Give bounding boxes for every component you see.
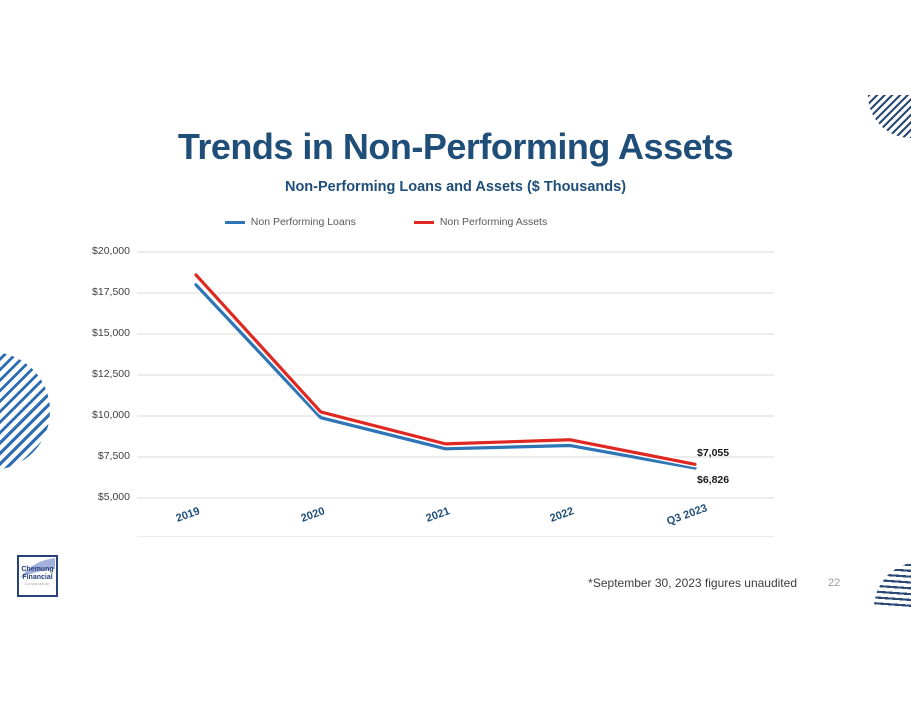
series-line-halo xyxy=(193,271,698,468)
y-axis-tick-label: $7,500 xyxy=(97,450,130,462)
footnote: *September 30, 2023 figures unaudited xyxy=(588,576,797,590)
slide-title: Trends in Non-Performing Assets xyxy=(177,126,734,167)
y-axis-tick-label: $5,000 xyxy=(97,491,130,503)
logo-text-line2: Financial xyxy=(22,574,53,581)
legend-label: Non Performing Loans xyxy=(250,216,356,228)
y-axis-tick-label: $20,000 xyxy=(92,245,130,257)
logo-text-line1: Chemung xyxy=(21,566,54,573)
legend-swatch xyxy=(224,220,245,224)
y-axis-tick-label: $15,000 xyxy=(92,327,130,339)
series-line-loans xyxy=(194,283,697,470)
series-line-assets xyxy=(194,273,697,466)
y-axis-tick-label: $17,500 xyxy=(92,286,130,298)
legend-label: Non Performing Assets xyxy=(439,216,548,228)
data-label: $6,826 xyxy=(697,474,730,487)
chart-title: Non-Performing Loans and Assets ($ Thous… xyxy=(284,179,627,195)
legend-item: Non Performing Assets xyxy=(413,216,548,228)
legend-item: Non Performing Loans xyxy=(224,216,356,228)
company-logo: Chemung Financial Corporation xyxy=(17,555,58,597)
y-axis-tick-label: $12,500 xyxy=(92,368,130,380)
page-number: 22 xyxy=(828,577,841,589)
logo-sail-icon xyxy=(20,558,55,578)
logo-text-line3: Corporation xyxy=(25,582,50,586)
legend-swatch xyxy=(413,220,434,224)
y-axis-tick-label: $10,000 xyxy=(92,409,130,421)
chart-legend: Non Performing Loans Non Performing Asset… xyxy=(0,216,772,228)
data-label: $7,055 xyxy=(697,447,730,460)
